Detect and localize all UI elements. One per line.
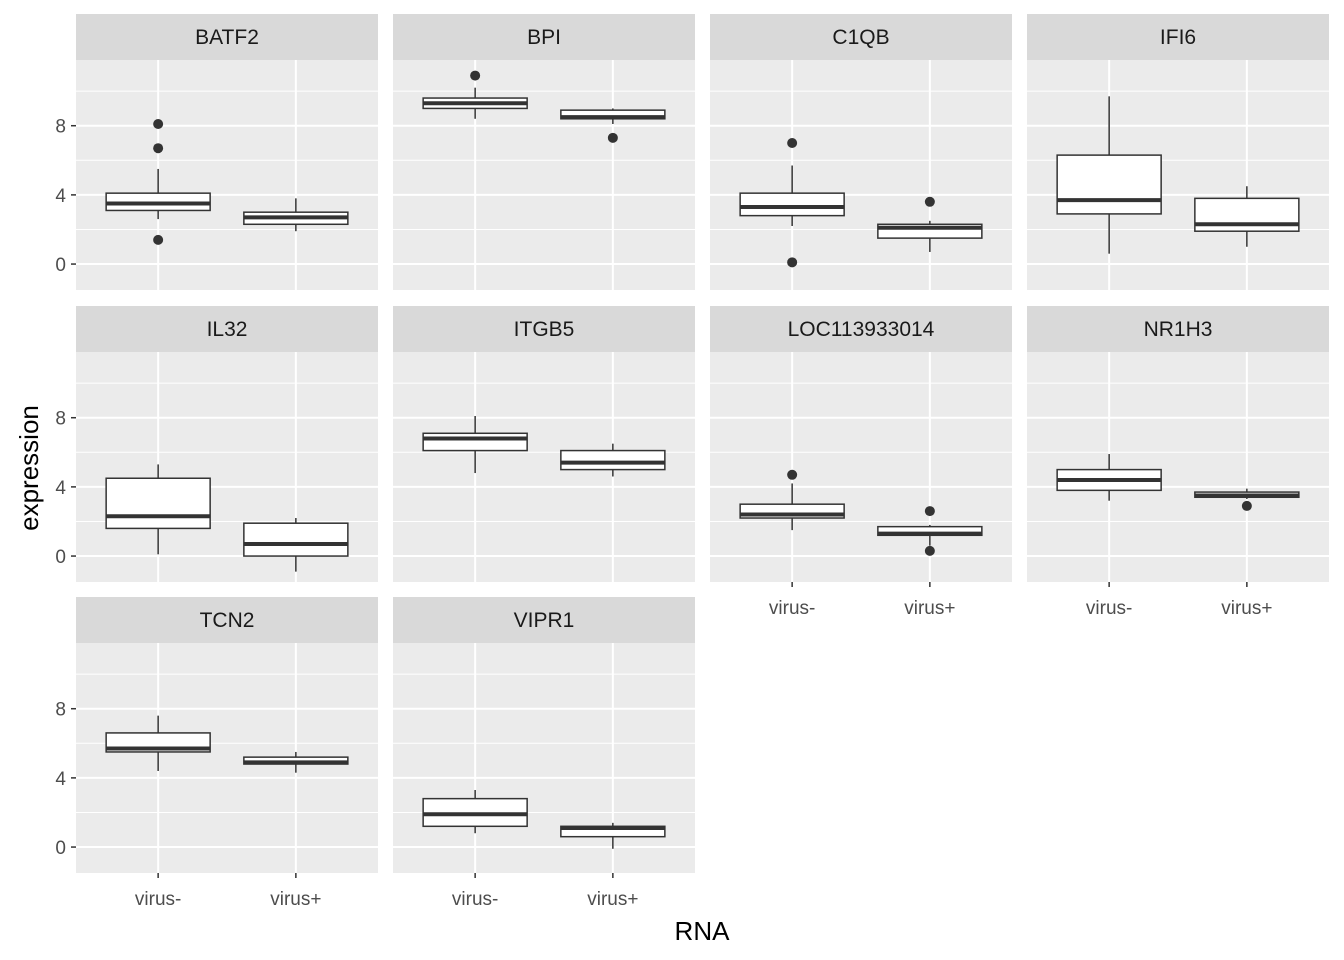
outlier-point bbox=[787, 469, 798, 480]
y-tick-label: 4 bbox=[55, 478, 66, 499]
box-virusplus bbox=[877, 506, 983, 556]
box-virusplus bbox=[243, 751, 349, 773]
outlier-point bbox=[787, 138, 798, 149]
box-virusplus bbox=[560, 822, 666, 849]
facet-nr1h3: NR1H3 virus-virus+ bbox=[1027, 306, 1329, 619]
outlier-point bbox=[924, 506, 935, 517]
facet-strip bbox=[76, 306, 378, 352]
x-axis-title: RNA bbox=[675, 916, 731, 946]
box-virusplus bbox=[243, 198, 349, 232]
facet-batf2: BATF2 0 4 8 bbox=[55, 14, 378, 290]
x-tick-label: virus+ bbox=[270, 889, 321, 910]
y-tick-label: 8 bbox=[55, 700, 66, 721]
x-tick-label: virus- bbox=[769, 598, 815, 619]
outlier-point bbox=[153, 118, 164, 129]
facet-title: IFI6 bbox=[1160, 26, 1196, 49]
facet-strip bbox=[76, 14, 378, 60]
facet-itgb5: ITGB5 bbox=[393, 306, 695, 582]
x-tick-label: virus- bbox=[135, 889, 181, 910]
box-virusminus bbox=[105, 715, 211, 771]
outlier-point bbox=[787, 257, 798, 268]
panel-background bbox=[393, 60, 695, 290]
y-tick-label: 8 bbox=[55, 409, 66, 430]
facet-strip bbox=[710, 306, 1012, 352]
box-virusminus bbox=[422, 70, 528, 119]
box-virusminus bbox=[422, 789, 528, 834]
x-tick-label: virus- bbox=[452, 889, 498, 910]
facet-loc113933014: LOC113933014 virus-virus+ bbox=[710, 306, 1012, 619]
panel-background bbox=[76, 60, 378, 290]
outlier-point bbox=[470, 70, 481, 81]
box-virusplus bbox=[877, 196, 983, 252]
panel-background bbox=[393, 643, 695, 873]
box-virusminus bbox=[1056, 96, 1162, 254]
panel-background bbox=[710, 352, 1012, 582]
outlier-point bbox=[607, 132, 618, 143]
y-tick-label: 0 bbox=[55, 838, 66, 859]
facet-panels: BATF2 0 4 8 BPI C1QB IFI6 IL32 0 4 8 ITGB5 LOC113933… bbox=[55, 14, 1329, 910]
y-axis-title: expression bbox=[14, 405, 44, 531]
x-tick-label: virus+ bbox=[587, 889, 638, 910]
facet-strip bbox=[1027, 306, 1329, 352]
x-tick-label: virus- bbox=[1086, 598, 1132, 619]
box-virusplus bbox=[243, 518, 349, 572]
box-virusplus bbox=[560, 108, 666, 143]
box-iqr bbox=[1056, 154, 1162, 215]
box-iqr bbox=[560, 449, 666, 471]
facet-strip bbox=[393, 306, 695, 352]
box-iqr bbox=[422, 432, 528, 452]
y-tick-label: 4 bbox=[55, 186, 66, 207]
facet-title: NR1H3 bbox=[1144, 318, 1213, 341]
box-virusplus bbox=[1194, 186, 1300, 247]
facet-title: IL32 bbox=[207, 318, 248, 341]
box-virusminus bbox=[422, 415, 528, 474]
facet-title: LOC113933014 bbox=[788, 318, 935, 341]
facet-strip bbox=[393, 14, 695, 60]
facet-il32: IL32 0 4 8 bbox=[55, 306, 378, 582]
y-tick-label: 8 bbox=[55, 117, 66, 138]
facet-ifi6: IFI6 bbox=[1027, 14, 1329, 290]
box-virusplus bbox=[1194, 488, 1300, 511]
outlier-point bbox=[1241, 500, 1252, 511]
box-iqr bbox=[105, 477, 211, 530]
facet-strip bbox=[76, 597, 378, 643]
box-virusminus bbox=[739, 138, 845, 268]
outlier-point bbox=[153, 143, 164, 154]
facet-c1qb: C1QB bbox=[710, 14, 1012, 290]
box-virusminus bbox=[1056, 454, 1162, 501]
facet-title: TCN2 bbox=[200, 609, 255, 632]
y-tick-label: 0 bbox=[55, 255, 66, 276]
box-iqr bbox=[243, 522, 349, 557]
box-virusminus bbox=[105, 464, 211, 555]
y-tick-label: 0 bbox=[55, 547, 66, 568]
facet-strip bbox=[1027, 14, 1329, 60]
facet-title: C1QB bbox=[832, 26, 889, 49]
x-tick-label: virus+ bbox=[1221, 598, 1272, 619]
facet-strip bbox=[710, 14, 1012, 60]
facet-title: VIPR1 bbox=[514, 609, 575, 632]
facet-bpi: BPI bbox=[393, 14, 695, 290]
panel-background bbox=[1027, 352, 1329, 582]
outlier-point bbox=[153, 234, 164, 245]
outlier-point bbox=[924, 545, 935, 556]
facet-tcn2: TCN2 0 4 8 virus-virus+ bbox=[55, 597, 378, 910]
box-iqr bbox=[739, 192, 845, 217]
box-virusminus bbox=[105, 118, 211, 245]
facet-vipr1: VIPR1 virus-virus+ bbox=[393, 597, 695, 910]
box-virusminus bbox=[739, 469, 845, 531]
facet-title: BATF2 bbox=[195, 26, 259, 49]
outlier-point bbox=[924, 196, 935, 207]
facet-title: ITGB5 bbox=[514, 318, 575, 341]
x-tick-label: virus+ bbox=[904, 598, 955, 619]
box-virusplus bbox=[560, 443, 666, 477]
panel-background bbox=[710, 60, 1012, 290]
y-tick-label: 4 bbox=[55, 769, 66, 790]
facet-title: BPI bbox=[527, 26, 561, 49]
facet-strip bbox=[393, 597, 695, 643]
